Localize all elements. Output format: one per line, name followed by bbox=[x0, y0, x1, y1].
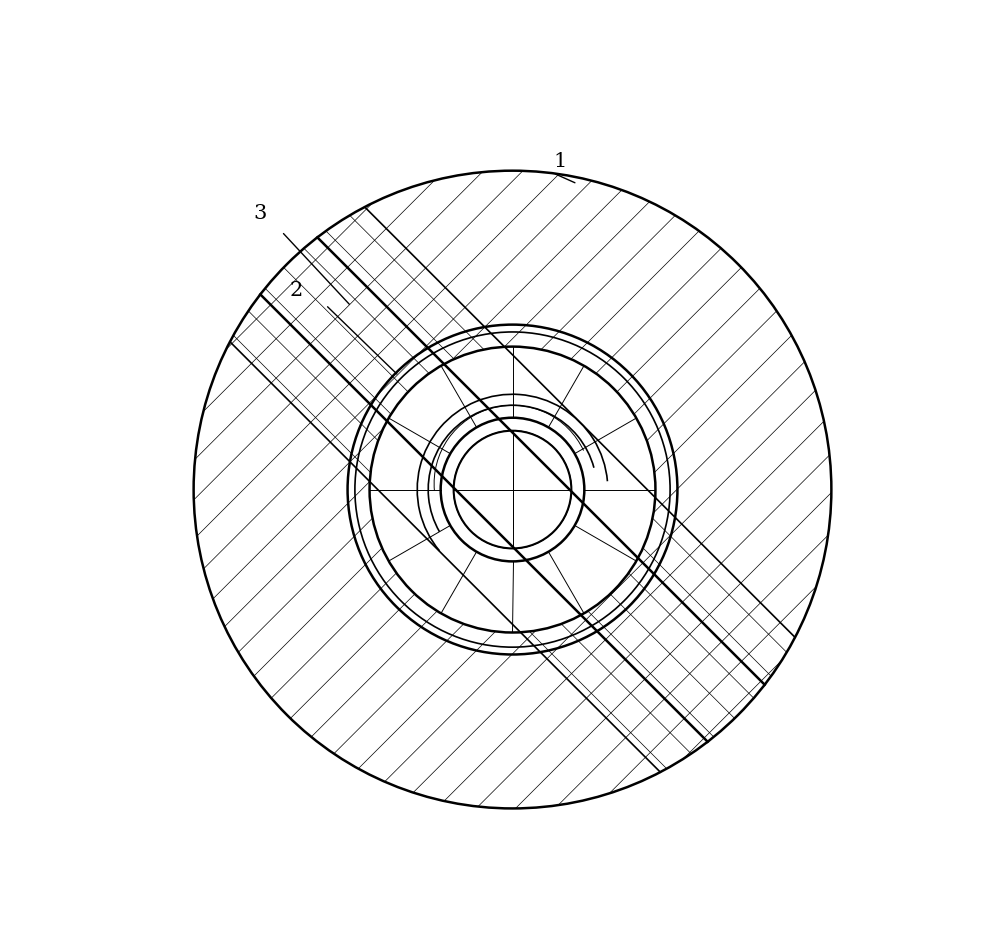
Text: 3: 3 bbox=[253, 204, 266, 223]
Circle shape bbox=[370, 347, 655, 632]
Circle shape bbox=[194, 170, 831, 808]
Circle shape bbox=[370, 347, 655, 632]
Circle shape bbox=[370, 347, 655, 632]
Circle shape bbox=[454, 431, 571, 548]
Text: 2: 2 bbox=[290, 281, 303, 300]
Text: 1: 1 bbox=[553, 152, 567, 171]
